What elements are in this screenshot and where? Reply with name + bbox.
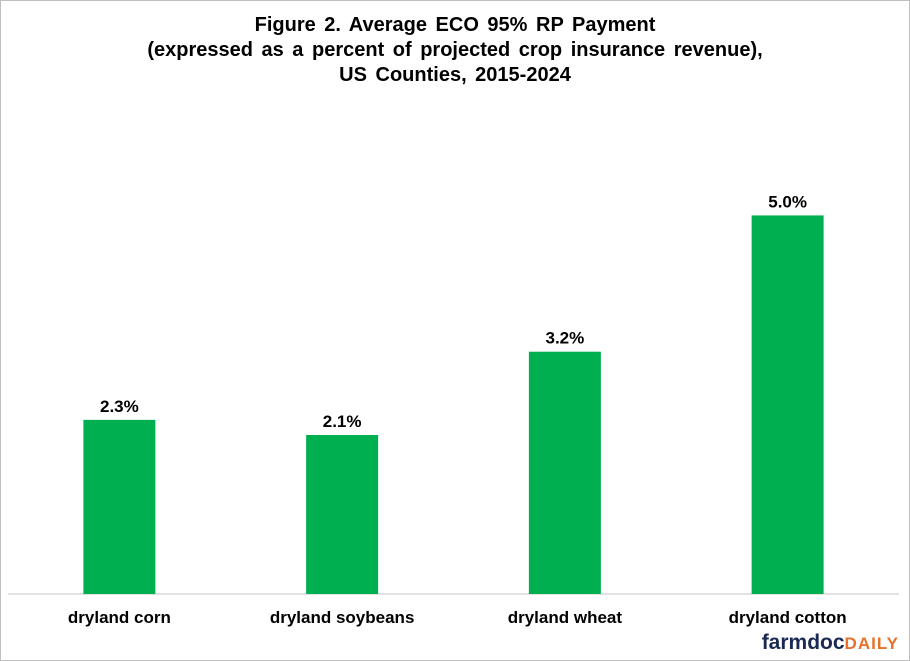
category-label-dryland-wheat: dryland wheat bbox=[508, 608, 623, 627]
data-label-dryland-soybeans: 2.1% bbox=[323, 412, 362, 431]
bar-dryland-wheat bbox=[528, 351, 601, 594]
category-label-dryland-cotton: dryland cotton bbox=[729, 608, 847, 627]
title-line-3: US Counties, 2015-2024 bbox=[339, 64, 571, 86]
data-label-dryland-cotton: 5.0% bbox=[768, 192, 807, 211]
bar-dryland-cotton bbox=[751, 215, 824, 594]
title-line-2: (expressed as a percent of projected cro… bbox=[147, 39, 763, 61]
data-label-dryland-wheat: 3.2% bbox=[546, 329, 585, 348]
bar-dryland-soybeans bbox=[306, 435, 379, 594]
logo-part-farmdoc: farmdoc bbox=[761, 631, 845, 654]
farmdoc-daily-logo: farmdocDAILY bbox=[762, 631, 899, 656]
category-label-dryland-soybeans: dryland soybeans bbox=[270, 608, 415, 627]
data-label-dryland-corn: 2.3% bbox=[100, 397, 139, 416]
title-line-1: Figure 2. Average ECO 95% RP Payment bbox=[254, 14, 656, 36]
chart-title: Figure 2. Average ECO 95% RP Payment (ex… bbox=[1, 13, 909, 88]
bar-dryland-corn bbox=[83, 419, 156, 594]
category-label-dryland-corn: dryland corn bbox=[68, 608, 171, 627]
logo-part-daily: DAILY bbox=[844, 634, 899, 653]
